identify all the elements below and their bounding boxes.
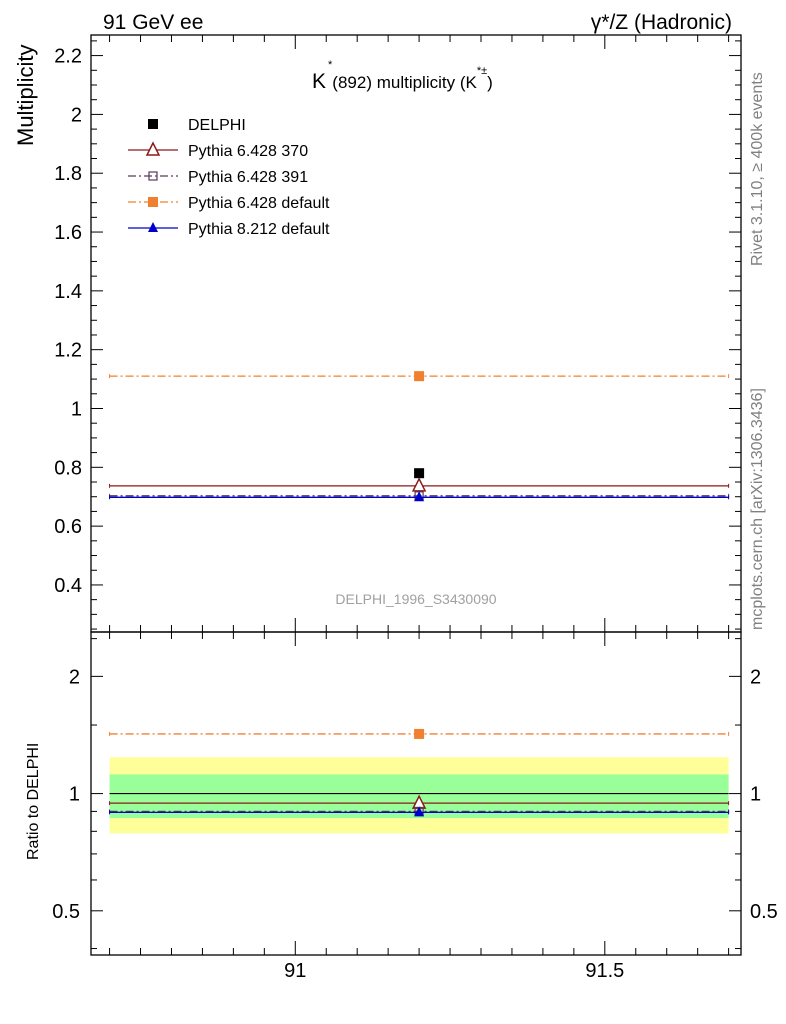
ratio-point-p6def xyxy=(414,728,425,739)
ratio-ytick-label-right: 1 xyxy=(750,784,761,806)
header-process-label: γ*/Z (Hadronic) xyxy=(591,11,732,34)
plot-title: K* (892) multiplicity (K*±) xyxy=(312,59,493,93)
ratio-point-p8def xyxy=(414,806,425,817)
main-ytick-label: 0.4 xyxy=(54,575,82,597)
title-k: K xyxy=(312,70,326,93)
xtick-label: 91 xyxy=(284,960,306,982)
main-ytick-label: 1.6 xyxy=(54,222,82,244)
main-point-p6def xyxy=(414,371,425,382)
ratio-ytick-label: 2 xyxy=(69,666,80,688)
legend-marker-p391 xyxy=(148,171,158,181)
legend-marker-p6def xyxy=(148,197,158,207)
legend: DELPHI Pythia 6.428 370 Pythia 6.428 391 Py… xyxy=(128,117,330,238)
title-star: * xyxy=(328,59,333,71)
ratio-ytick-label: 1 xyxy=(69,784,80,806)
legend-label-p6def: Pythia 6.428 default xyxy=(188,195,330,212)
legend-label-p391: Pythia 6.428 391 xyxy=(188,169,308,186)
title-close: ) xyxy=(487,73,493,92)
header-energy-label: 91 GeV ee xyxy=(103,11,203,34)
main-point-p370 xyxy=(411,477,427,492)
title-mid: (892) multiplicity (K xyxy=(332,73,477,92)
ratio-ytick-label-right: 2 xyxy=(750,666,761,688)
main-ytick-label: 1.2 xyxy=(54,340,82,362)
main-ytick-label: 2.2 xyxy=(54,46,82,68)
legend-label-delphi: DELPHI xyxy=(188,117,246,134)
ratio-ylabel: Ratio to DELPHI xyxy=(25,743,42,860)
main-point-p8def xyxy=(414,491,425,502)
ratio-ytick-label: 0.5 xyxy=(52,901,80,923)
main-ytick-label: 0.6 xyxy=(54,516,82,538)
title-sup: *± xyxy=(477,65,487,77)
main-ytick-label: 2 xyxy=(71,104,82,126)
legend-marker-p8def xyxy=(148,222,158,232)
rivet-version-label: Rivet 3.1.10, ≥ 400k events xyxy=(749,72,766,266)
mcplots-reference-label: mcplots.cern.ch [arXiv:1306.3436] xyxy=(749,388,766,630)
legend-label-p370: Pythia 6.428 370 xyxy=(188,143,308,160)
main-ytick-label: 1.4 xyxy=(54,281,82,303)
analysis-watermark: DELPHI_1996_S3430090 xyxy=(335,591,496,607)
main-ytick-label: 1 xyxy=(71,398,82,420)
legend-label-p8def: Pythia 8.212 default xyxy=(188,221,330,238)
main-point-delphi xyxy=(414,468,425,479)
main-series-layer xyxy=(109,371,730,502)
legend-marker-p370 xyxy=(145,141,161,156)
ratio-series-layer xyxy=(109,728,730,817)
main-ytick-label: 0.8 xyxy=(54,457,82,479)
axes-layer: 0.4 0.6 0.8 1 1.2 1.4 1.6 1.8 2 2.2 0.5 0.5 1 1 2 2 91 91… xyxy=(52,34,778,982)
legend-marker-delphi xyxy=(148,119,158,129)
ratio-ytick-label-right: 0.5 xyxy=(750,901,778,923)
main-ytick-label: 1.8 xyxy=(54,163,82,185)
xtick-label: 91.5 xyxy=(585,960,624,982)
main-ylabel: Multiplicity xyxy=(13,45,38,146)
